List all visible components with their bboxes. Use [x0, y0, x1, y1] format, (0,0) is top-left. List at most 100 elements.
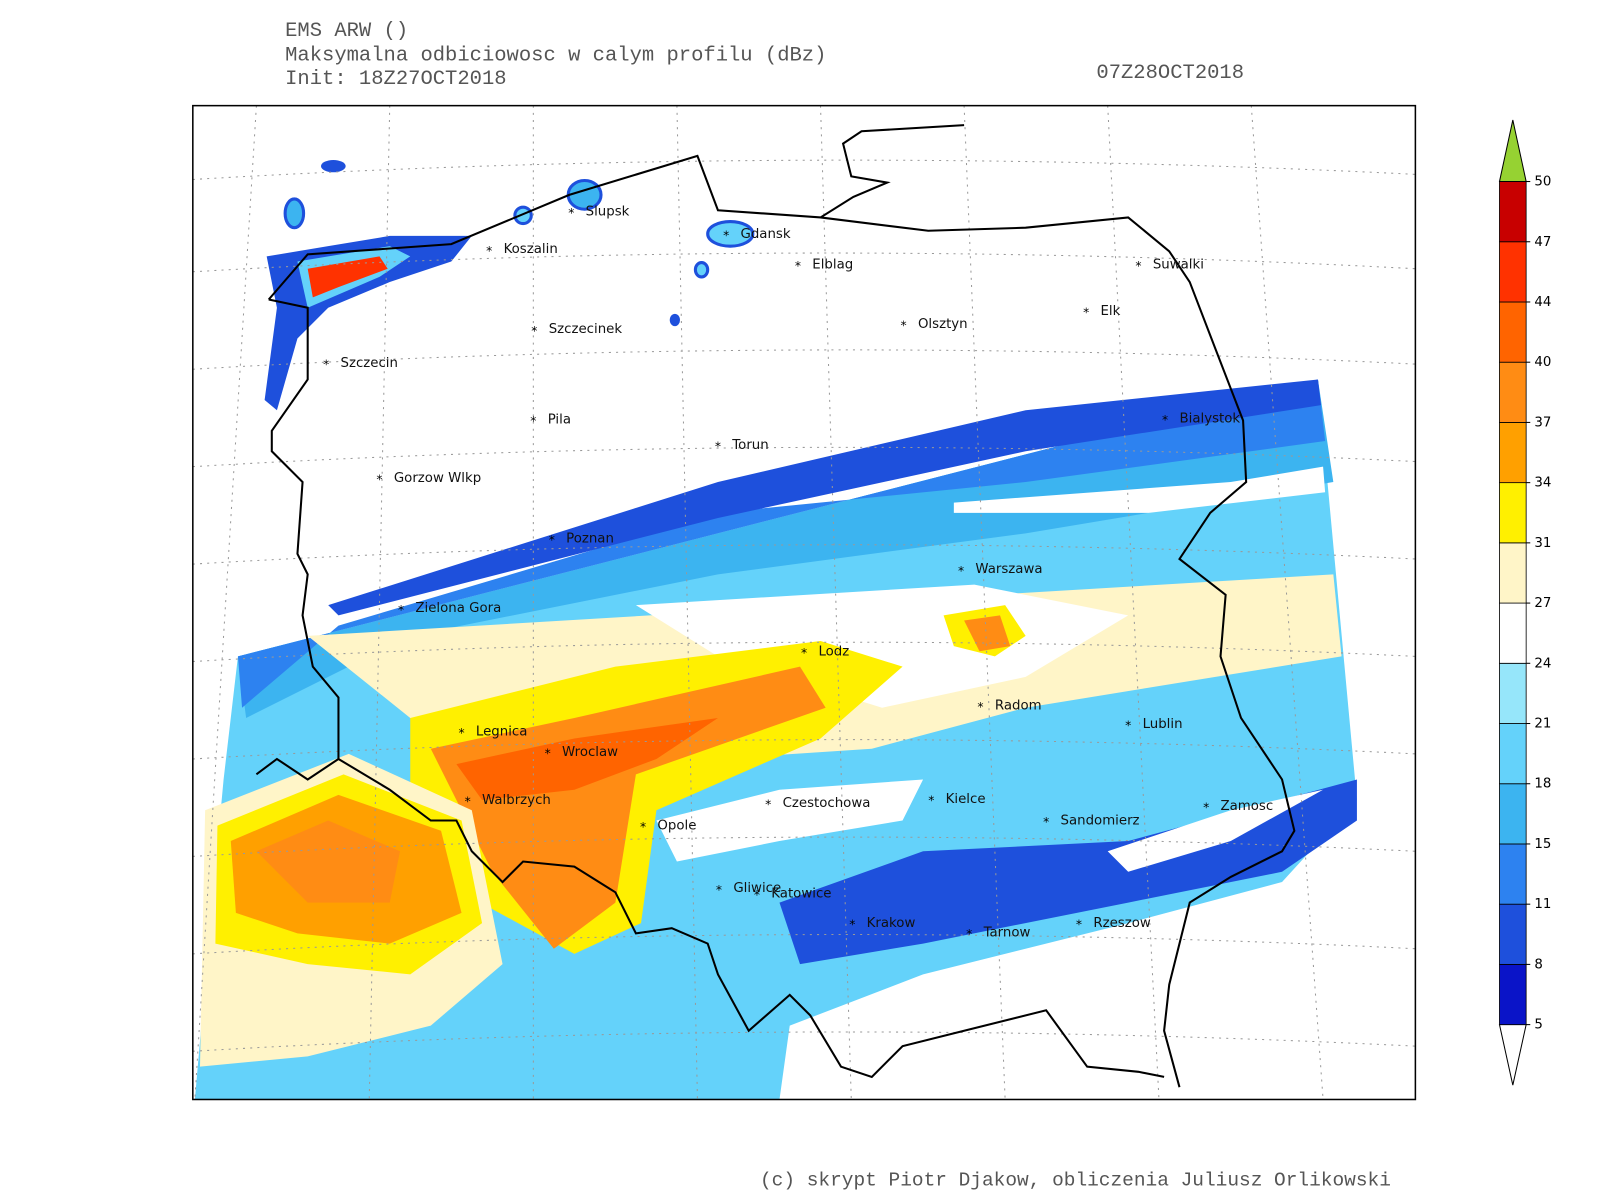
city-marker: * [715, 440, 721, 454]
colorbar-tick-label: 50 [1534, 175, 1551, 190]
colorbar-tick-label: 18 [1534, 777, 1551, 792]
colorbar-tick-label: 15 [1534, 837, 1551, 852]
city-label: Olsztyn [918, 317, 968, 332]
city-label: Slupsk [586, 204, 630, 219]
city-label: Gdansk [741, 227, 791, 242]
city-label: Gorzow Wlkp [394, 471, 481, 486]
city-label: Szczecin [341, 356, 398, 371]
city-marker: * [754, 888, 760, 902]
city-label: Katowice [771, 886, 831, 901]
city-marker: * [549, 533, 555, 547]
colorbar-bin [1499, 482, 1527, 544]
colorbar-tick-label: 27 [1534, 596, 1551, 611]
colorbar-tick-label: 44 [1534, 295, 1551, 310]
init-time: Init: 18Z27OCT2018 [285, 68, 506, 91]
colorbar-bin [1499, 361, 1527, 423]
city-marker: * [376, 473, 382, 487]
city-label: Tarnow [983, 925, 1031, 940]
city-marker: * [568, 206, 574, 220]
city-marker: * [465, 795, 471, 809]
city-label: Wroclaw [562, 745, 618, 760]
city-marker: * [531, 324, 537, 338]
colorbar-bin [1499, 241, 1527, 303]
colorbar-bin [1499, 783, 1527, 845]
colorbar-tick-label: 5 [1534, 1018, 1542, 1033]
city-marker: * [458, 726, 464, 740]
city-marker: * [966, 927, 972, 941]
colorbar-tick-label: 37 [1534, 415, 1551, 430]
city-label: Opole [657, 819, 696, 834]
city-marker: * [1135, 259, 1141, 273]
colorbar-bin [1499, 723, 1527, 785]
city-label: Rzeszow [1093, 916, 1151, 931]
colorbar-under [1498, 1024, 1527, 1086]
graticule [192, 105, 1416, 1100]
city-marker: * [486, 244, 492, 258]
colorbar-bin [1499, 602, 1527, 664]
city-marker: * [716, 883, 722, 897]
city-marker: * [1076, 918, 1082, 932]
city-marker: * [958, 564, 964, 578]
borders [255, 124, 1296, 1088]
city-label: Krakow [867, 916, 916, 931]
city-label: Szczecinek [549, 322, 623, 337]
city-label: Legnica [476, 724, 528, 739]
city-label: Koszalin [504, 242, 558, 257]
city-label: Bialystok [1179, 411, 1240, 426]
map-frame [192, 104, 1417, 1101]
city-marker: * [640, 820, 646, 834]
colorbar-tick-label: 8 [1534, 957, 1542, 972]
colorbar-over [1498, 119, 1527, 183]
city-label: Sandomierz [1061, 814, 1140, 829]
valid-time: 07Z28OCT2018 [1096, 62, 1244, 85]
precip-field [194, 160, 1357, 1100]
city-label: Walbrzych [482, 793, 551, 808]
city-marker: * [801, 646, 807, 660]
city-label: Warszawa [975, 562, 1042, 577]
model-title: EMS ARW () [285, 20, 408, 43]
city-marker: * [849, 918, 855, 932]
city-label: Elblag [812, 258, 853, 273]
city-label: Lodz [818, 644, 849, 659]
city-marker: * [1125, 719, 1131, 733]
city-label: Zielona Gora [415, 601, 501, 616]
city-marker: * [901, 319, 907, 333]
city-label: Pila [548, 412, 571, 427]
city-label: Torun [731, 438, 768, 453]
city-marker: * [795, 259, 801, 273]
colorbar-tick-label: 24 [1534, 656, 1551, 671]
city-label: Radom [995, 699, 1042, 714]
credit: (c) skrypt Piotr Djakow, obliczenia Juli… [760, 1170, 1391, 1192]
city-marker: * [928, 794, 934, 808]
city-marker: * [1203, 801, 1209, 815]
city-marker: * [723, 228, 729, 242]
colorbar-bin [1499, 843, 1527, 905]
city-label: Elk [1101, 304, 1121, 319]
city-label: Kielce [946, 792, 986, 807]
city-marker: * [323, 358, 329, 372]
colorbar-bin [1499, 662, 1527, 724]
colorbar-tick-label: 31 [1534, 536, 1551, 551]
product-title: Maksymalna odbiciowosc w calym profilu (… [285, 45, 826, 68]
city-marker: * [1083, 305, 1089, 319]
colorbar-tick-label: 21 [1534, 717, 1551, 732]
city-label: Lublin [1143, 717, 1183, 732]
city-marker: * [530, 414, 536, 428]
colorbar-bin [1499, 963, 1527, 1026]
city-marker: * [1043, 815, 1049, 829]
colorbar-bin [1499, 301, 1527, 363]
colorbar-tick-label: 34 [1534, 476, 1551, 491]
city-label: Czestochowa [783, 796, 871, 811]
city-label: Poznan [566, 531, 614, 546]
city-marker: * [1162, 413, 1168, 427]
city-marker: * [765, 798, 771, 812]
city-label: Suwalki [1153, 258, 1204, 273]
colorbar-tick-label: 11 [1534, 897, 1551, 912]
colorbar-bin [1499, 181, 1527, 243]
colorbar-tick-label: 40 [1534, 355, 1551, 370]
city-label: Gliwice [733, 881, 781, 896]
city-label: Zamosc [1221, 799, 1274, 814]
city-marker: * [977, 700, 983, 714]
